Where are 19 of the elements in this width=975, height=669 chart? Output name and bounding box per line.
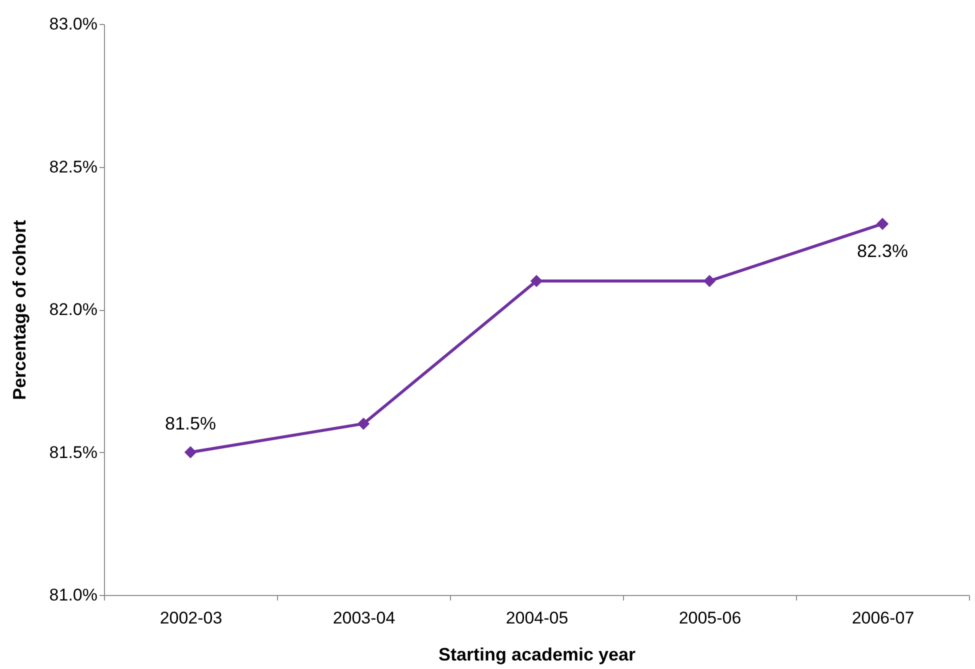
x-tick-label: 2002-03 (160, 608, 222, 628)
point (184, 446, 197, 458)
y-axis-title: Percentage of cohort (9, 220, 30, 400)
y-tick-label: 81.5% (49, 442, 98, 462)
point (357, 418, 370, 430)
x-tick-label: 2004-05 (506, 608, 568, 628)
x-tick-label: 2006-07 (852, 608, 914, 628)
point (876, 218, 889, 230)
point (530, 274, 543, 288)
data-label: 82.3% (856, 240, 908, 261)
point (703, 274, 716, 288)
y-tick-label: 82.5% (49, 157, 98, 176)
x-axis-title: Starting academic year (438, 644, 636, 664)
x-tick-label: 2005-06 (678, 608, 742, 628)
y-tick-label: 83.0% (49, 14, 98, 34)
y-tick-label: 81.0% (49, 586, 98, 604)
y-tick-label: 82.0% (49, 300, 98, 319)
x-tick-label: 2003-04 (332, 608, 396, 628)
data-label: 81.5% (164, 413, 216, 434)
